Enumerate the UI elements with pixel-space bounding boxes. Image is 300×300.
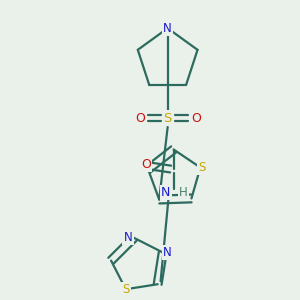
Text: N: N [163,22,172,35]
Text: S: S [164,112,172,125]
Text: O: O [141,158,151,171]
Text: O: O [191,112,201,125]
Text: N: N [163,246,172,259]
Text: N: N [124,231,132,244]
Text: S: S [199,161,206,174]
Text: O: O [135,112,145,125]
Text: S: S [122,283,129,296]
Text: N: N [161,186,170,199]
Text: H: H [179,186,188,199]
